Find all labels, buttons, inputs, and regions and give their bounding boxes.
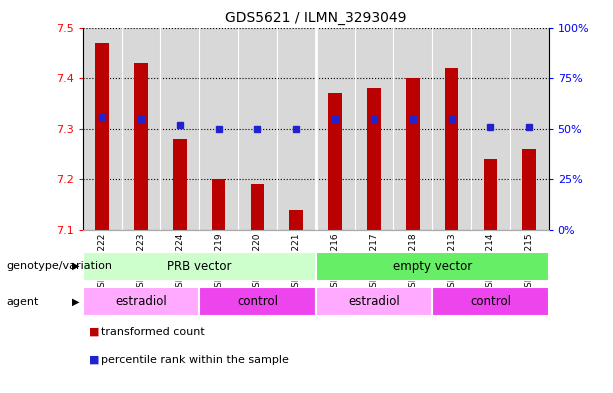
Text: estradiol: estradiol — [115, 295, 167, 308]
Bar — [316, 287, 432, 316]
Bar — [432, 287, 549, 316]
Bar — [329, 93, 342, 230]
Bar — [522, 149, 536, 230]
Bar — [445, 68, 459, 230]
Bar — [289, 209, 303, 230]
Text: ■: ■ — [89, 354, 99, 365]
Bar — [199, 287, 316, 316]
Bar — [173, 139, 186, 230]
Text: ▶: ▶ — [72, 297, 79, 307]
Text: transformed count: transformed count — [101, 327, 205, 337]
Bar — [83, 287, 199, 316]
Bar — [83, 252, 316, 281]
Bar — [251, 184, 264, 230]
Text: empty vector: empty vector — [392, 260, 472, 273]
Title: GDS5621 / ILMN_3293049: GDS5621 / ILMN_3293049 — [225, 11, 406, 25]
Bar — [367, 88, 381, 230]
Bar — [134, 63, 148, 230]
Text: agent: agent — [6, 297, 39, 307]
Bar — [96, 43, 109, 230]
Text: estradiol: estradiol — [348, 295, 400, 308]
Text: control: control — [237, 295, 278, 308]
Text: ■: ■ — [89, 327, 99, 337]
Bar — [316, 252, 549, 281]
Text: percentile rank within the sample: percentile rank within the sample — [101, 354, 289, 365]
Text: ▶: ▶ — [72, 261, 79, 271]
Bar — [484, 159, 497, 230]
Text: PRB vector: PRB vector — [167, 260, 232, 273]
Text: control: control — [470, 295, 511, 308]
Bar — [212, 179, 226, 230]
Text: genotype/variation: genotype/variation — [6, 261, 112, 271]
Bar — [406, 78, 419, 230]
